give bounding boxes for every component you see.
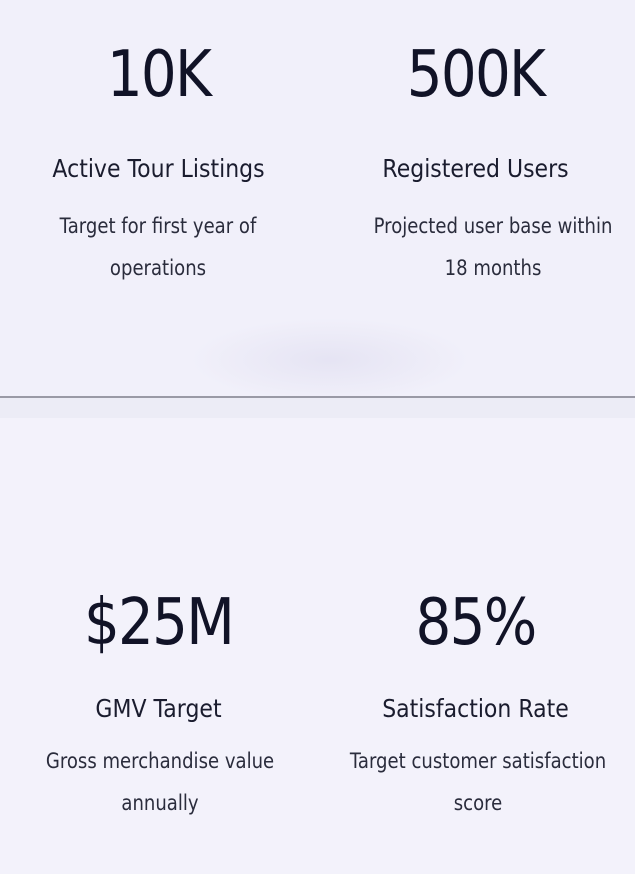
stat-card-gmv-target: $25M GMV Target Gross merchandise value …: [0, 418, 317, 874]
stat-description: Gross merchandise value annually: [45, 749, 275, 815]
stat-value: 85%: [415, 586, 538, 660]
stat-description: Target for first year of operations: [59, 214, 257, 280]
stats-row-top: 10K Active Tour Listings Target for firs…: [0, 0, 635, 396]
stat-label: Active Tour Listings: [52, 154, 265, 183]
stat-value: $25M: [83, 586, 235, 660]
stat-value: 10K: [106, 38, 212, 112]
section-divider: [0, 396, 635, 398]
stats-row-bottom: $25M GMV Target Gross merchandise value …: [0, 418, 635, 874]
stat-card-registered-users: 500K Registered Users Projected user bas…: [317, 0, 634, 396]
stat-card-satisfaction-rate: 85% Satisfaction Rate Target customer sa…: [317, 418, 634, 874]
section-gap: [0, 398, 635, 418]
stat-value: 500K: [406, 38, 546, 112]
stat-label: Satisfaction Rate: [382, 694, 569, 723]
stat-card-active-tour-listings: 10K Active Tour Listings Target for firs…: [0, 0, 317, 396]
stat-label: GMV Target: [95, 694, 222, 723]
stat-label: Registered Users: [382, 154, 569, 183]
stat-description: Target customer satisfaction score: [349, 749, 607, 815]
stat-description: Projected user base within 18 months: [373, 214, 613, 280]
